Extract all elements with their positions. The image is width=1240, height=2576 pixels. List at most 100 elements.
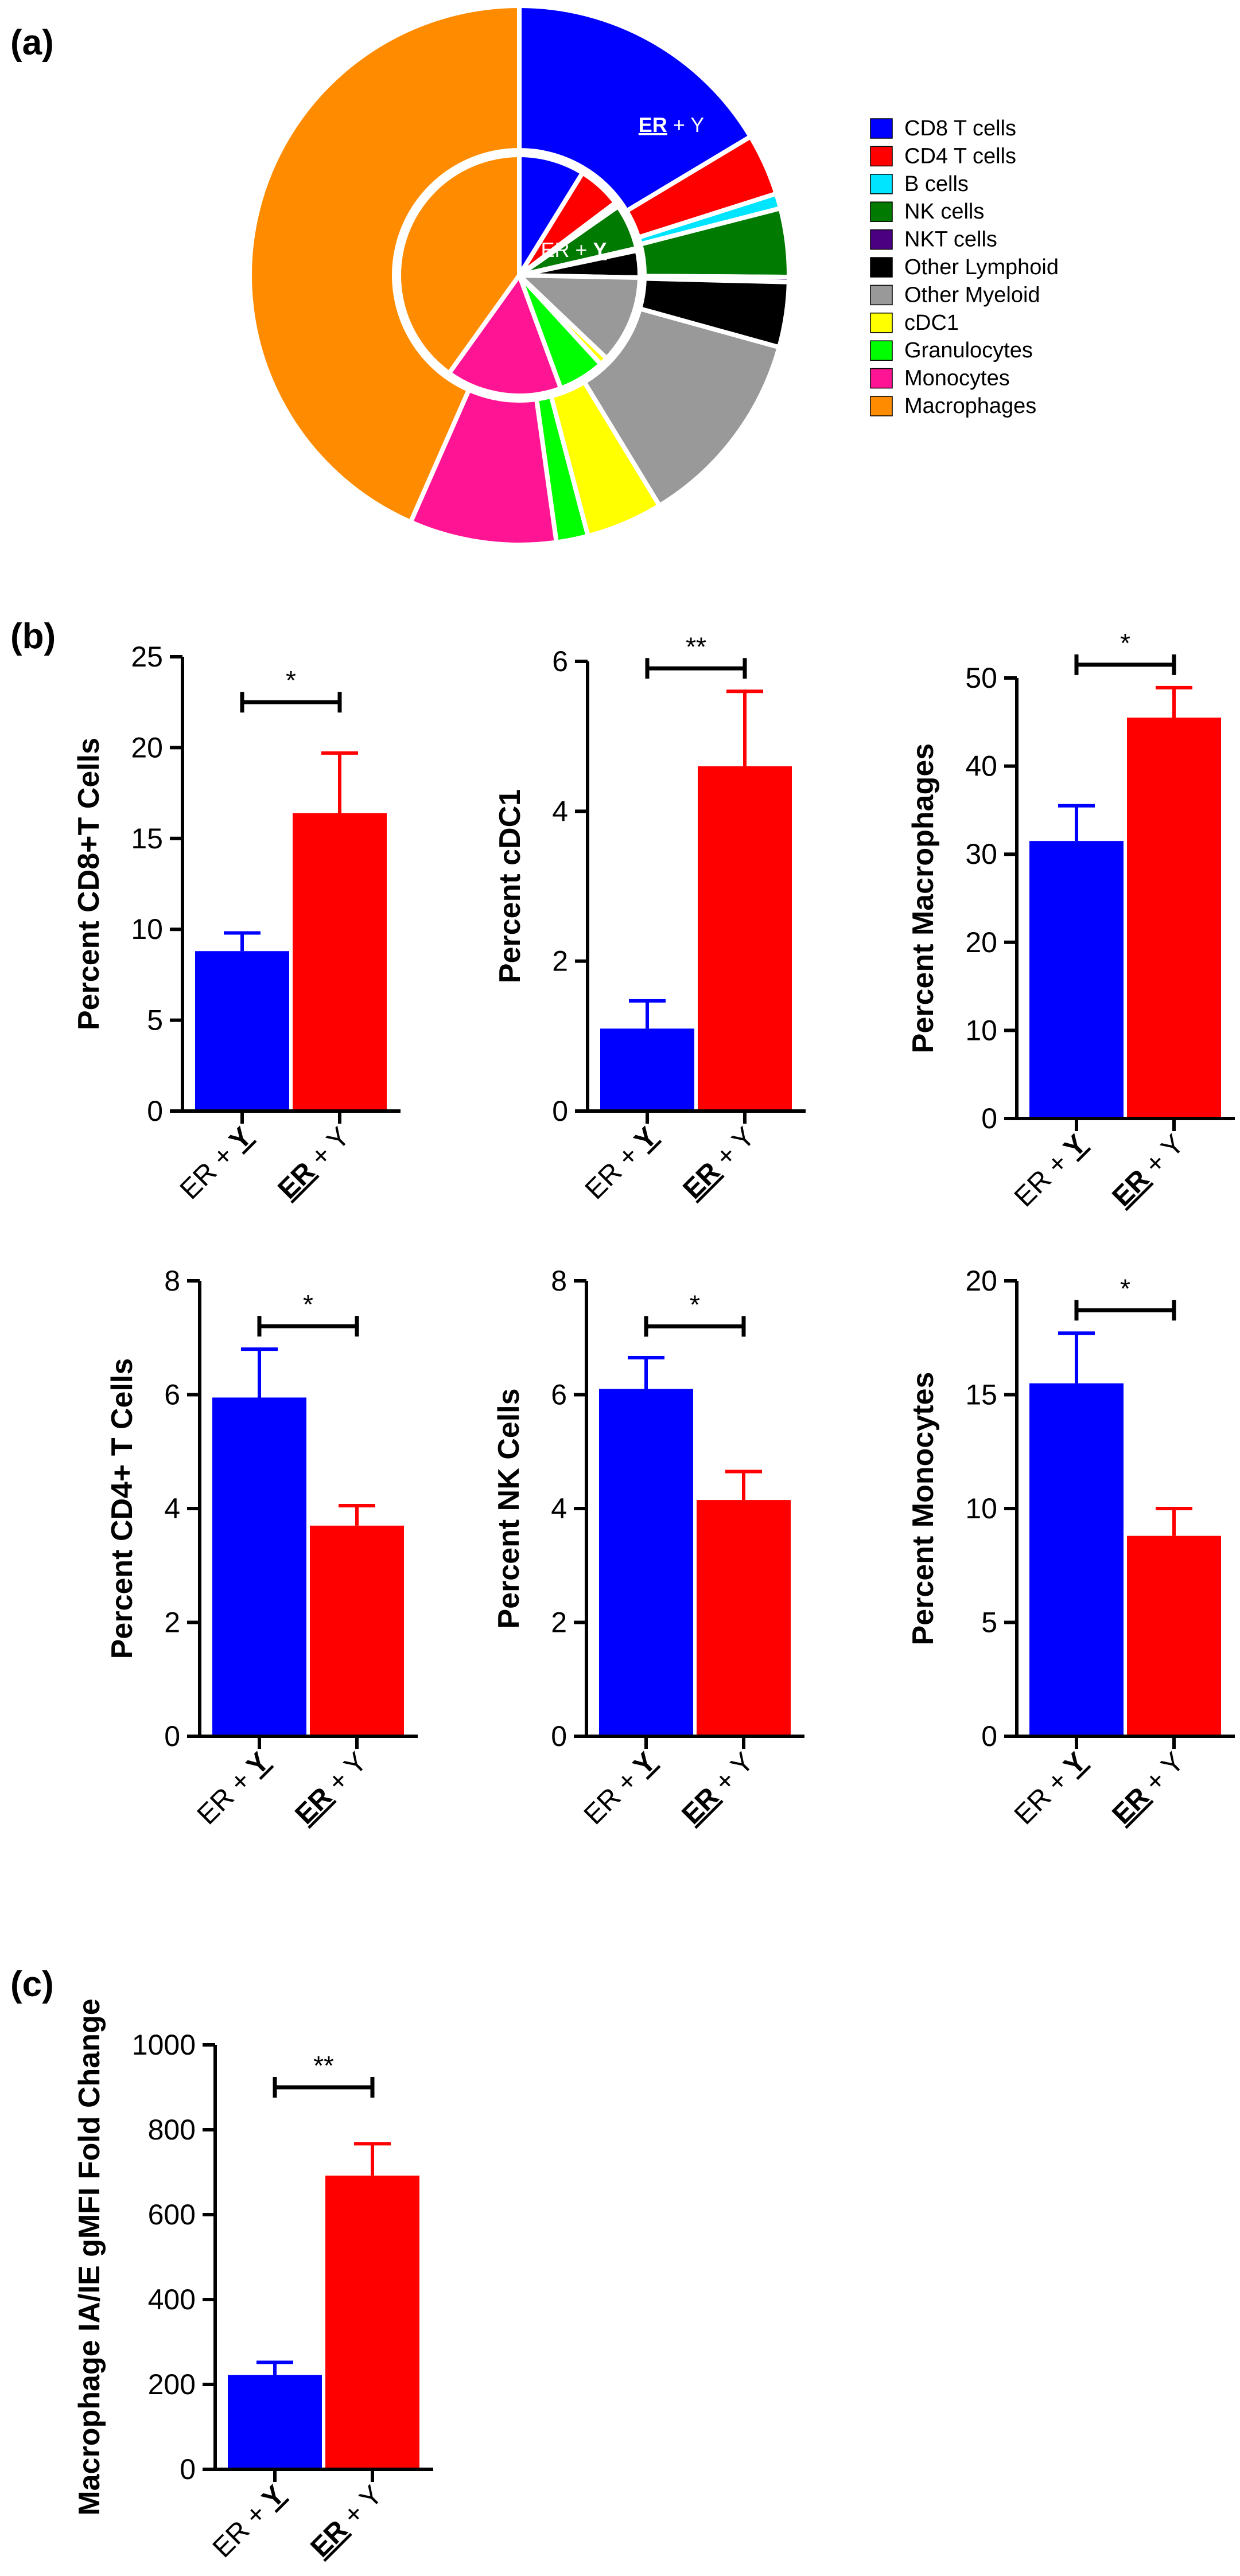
bar-chart-1: 0 5 10 15 20 25 ER + YER + Y Percent CD8+T Cell… xyxy=(72,641,401,1205)
y-axis-label: Percent cDC1 xyxy=(493,789,527,983)
legend-swatch xyxy=(870,201,893,222)
y-tick-label: 4 xyxy=(552,795,568,827)
bar xyxy=(600,1028,694,1111)
significance-marker: * xyxy=(1120,1273,1130,1303)
legend-label: CD8 T cells xyxy=(904,116,1016,141)
y-tick-label: 20 xyxy=(965,1265,997,1297)
y-tick-label: 25 xyxy=(131,641,163,673)
y-tick-label: 2 xyxy=(164,1607,180,1639)
group-label-b: ER + Y xyxy=(289,1747,372,1830)
legend-swatch xyxy=(870,174,893,194)
y-tick-label: 600 xyxy=(148,2199,196,2231)
legend-label: Other Lymphoid xyxy=(904,255,1059,279)
group-label-emphasis: Y xyxy=(593,238,607,262)
y-tick-label: 30 xyxy=(965,838,997,870)
y-tick-label: 10 xyxy=(131,913,163,945)
group-label-a: ER + Y xyxy=(207,2480,291,2563)
y-axis-label: Percent Macrophages xyxy=(907,743,940,1053)
y-tick-label: 400 xyxy=(148,2283,196,2316)
y-tick-label: 2 xyxy=(552,945,568,977)
significance-marker: ** xyxy=(313,2051,334,2080)
group-label-text: + Y xyxy=(667,113,704,137)
bar xyxy=(1127,1536,1221,1736)
group-label-a: ER + Y xyxy=(1009,1129,1093,1213)
outer-ring-slice-macrophages xyxy=(247,3,522,525)
bar xyxy=(1029,841,1124,1119)
legend-swatch xyxy=(870,146,893,167)
outer-ring-slice-cd8-t-cells xyxy=(517,3,753,213)
panel-label-a: (a) xyxy=(10,23,54,63)
y-tick-label: 6 xyxy=(551,1379,567,1411)
legend-label: Granulocytes xyxy=(904,338,1033,363)
y-tick-label: 10 xyxy=(965,1014,997,1046)
legend-swatch xyxy=(870,257,893,278)
significance-marker: * xyxy=(690,1289,700,1319)
legend-label: Other Myeloid xyxy=(904,283,1040,307)
y-tick-label: 8 xyxy=(164,1265,180,1297)
legend-swatch xyxy=(870,368,893,389)
y-axis-label: Macrophage IA/IE gMFI Fold Change xyxy=(73,1998,106,2515)
y-axis-label: Percent CD8+T Cells xyxy=(72,738,106,1030)
panel-label-b: (b) xyxy=(10,617,56,656)
y-tick-label: 4 xyxy=(551,1492,567,1525)
y-tick-label: 1000 xyxy=(132,2029,196,2061)
bar xyxy=(293,813,387,1111)
legend-swatch xyxy=(870,118,893,139)
legend-label: NKT cells xyxy=(904,228,997,252)
chart-legend: CD8 T cells CD4 T cells B cells NK cells NKT… xyxy=(870,116,1059,418)
group-label-b: ER + Y xyxy=(1106,1129,1190,1212)
y-tick-label: 20 xyxy=(965,926,997,958)
y-tick-label: 0 xyxy=(147,1095,163,1127)
bar xyxy=(1127,718,1221,1119)
bar xyxy=(212,1397,306,1736)
legend-label: Macrophages xyxy=(904,394,1036,418)
legend-label: cDC1 xyxy=(904,311,959,335)
y-tick-label: 2 xyxy=(551,1607,567,1639)
group-label-b: ER + Y xyxy=(272,1121,355,1205)
group-label-text: ER + xyxy=(541,238,593,262)
significance-marker: * xyxy=(1120,628,1130,658)
y-axis-label: Percent Monocytes xyxy=(907,1372,940,1646)
y-tick-label: 50 xyxy=(965,662,997,694)
bar-chart-4: 0 2 4 6 8 ER + YER + Y Percent CD4+ T Cells * xyxy=(106,1265,418,1830)
legend-swatch xyxy=(870,229,893,250)
y-axis-label: Percent CD4+ T Cells xyxy=(106,1358,139,1659)
group-label-a: ER + Y xyxy=(1009,1747,1093,1830)
bar xyxy=(310,1525,404,1736)
inner-ring-slice-monocytes xyxy=(446,273,563,398)
bar xyxy=(325,2175,419,2469)
y-tick-label: 10 xyxy=(965,1492,997,1525)
bar xyxy=(1029,1383,1124,1736)
group-label-b: ER + Y xyxy=(1106,1747,1190,1830)
y-tick-label: 0 xyxy=(552,1095,568,1127)
significance-marker: * xyxy=(286,665,296,695)
group-label-b: ER + Y xyxy=(305,2480,388,2563)
y-tick-label: 5 xyxy=(147,1004,163,1036)
bar xyxy=(697,1500,791,1736)
bar-chart-7: 0 200 400 600 800 1000 ER + YER + Y Macrophage … xyxy=(73,1998,433,2563)
legend-label: CD4 T cells xyxy=(904,144,1016,168)
group-label-a: ER + Y xyxy=(580,1121,663,1205)
y-tick-label: 6 xyxy=(552,645,568,677)
legend-label: Monocytes xyxy=(904,367,1010,391)
legend-swatch xyxy=(870,340,893,361)
legend-swatch xyxy=(870,313,893,333)
group-label-b: ER + Y xyxy=(677,1121,760,1205)
y-tick-label: 0 xyxy=(180,2453,196,2485)
bar-chart-5: 0 2 4 6 8 ER + YER + Y Percent NK Cells * xyxy=(492,1265,804,1830)
y-tick-label: 6 xyxy=(164,1379,180,1411)
y-tick-label: 15 xyxy=(131,823,163,855)
inner-ring-slice-macrophages xyxy=(397,153,522,376)
y-tick-label: 0 xyxy=(981,1102,997,1135)
significance-marker: ** xyxy=(686,632,706,661)
group-label-b: ER + Y xyxy=(676,1747,759,1830)
bar-chart-3: 0 10 20 30 40 50 ER + YER + Y Percent Macrophag… xyxy=(907,628,1235,1213)
bar xyxy=(228,2375,322,2469)
bar-chart-2: 0 2 4 6 ER + YER + Y Percent cDC1 ** xyxy=(493,632,806,1205)
y-tick-label: 0 xyxy=(981,1720,997,1752)
panel-label-c: (c) xyxy=(10,1965,54,2004)
group-label-emphasis: ER xyxy=(639,113,667,137)
y-tick-label: 5 xyxy=(981,1607,997,1639)
bar xyxy=(698,766,792,1111)
